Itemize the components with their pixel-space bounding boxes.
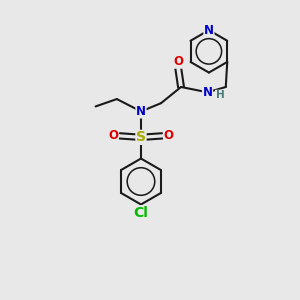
Text: N: N xyxy=(202,86,212,99)
Text: O: O xyxy=(173,55,183,68)
Text: H: H xyxy=(215,90,224,100)
Text: O: O xyxy=(108,129,118,142)
Text: S: S xyxy=(136,130,146,144)
Text: O: O xyxy=(164,129,174,142)
Text: N: N xyxy=(136,105,146,118)
Text: Cl: Cl xyxy=(134,206,148,220)
Text: N: N xyxy=(204,24,214,37)
